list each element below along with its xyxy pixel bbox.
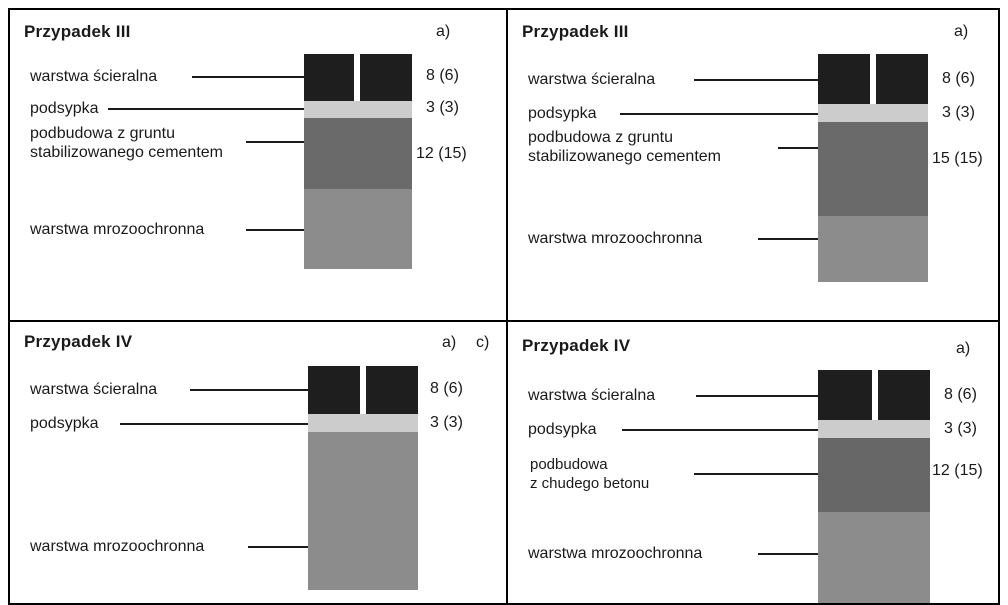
value-wearing-course: 8 (6) [426, 67, 459, 84]
panel-title: Przypadek IV [522, 336, 631, 355]
label-wearing-course: warstwa ścieralna [30, 381, 158, 398]
variant-tag-a: a) [442, 334, 457, 351]
layer-wearing-course-right-block [366, 366, 418, 414]
layer-base-lean-concrete [818, 438, 930, 512]
label-frost-protection: warstwa mrozoochronna [30, 221, 205, 238]
frame-bottom [8, 603, 1000, 605]
leader-wearing-course [192, 76, 304, 78]
layer-frost-protection [308, 432, 418, 590]
value-wearing-course: 8 (6) [942, 70, 975, 87]
value-base: 12 (15) [932, 462, 983, 479]
layer-wearing-course-left-block [818, 370, 872, 420]
leader-frost-protection [248, 546, 308, 548]
panel-case-iv-left: Przypadek IV a) c) warstwa ścieralna pod… [10, 322, 506, 603]
label-bedding: podsypka [528, 421, 597, 438]
leader-bedding [120, 423, 308, 425]
label-frost-protection: warstwa mrozoochronna [528, 545, 703, 562]
variant-tag-a: a) [956, 340, 971, 357]
variant-tag-c: c) [476, 334, 490, 351]
leader-base [778, 147, 818, 149]
value-bedding: 3 (3) [942, 104, 975, 121]
layer-bedding [818, 420, 930, 438]
label-base-line1: podbudowa [530, 456, 608, 473]
frame-divider-vertical [506, 8, 508, 605]
label-base-line2: stabilizowanego cementem [30, 144, 223, 161]
label-bedding: podsypka [30, 100, 99, 117]
leader-frost-protection [758, 238, 818, 240]
layer-wearing-course-left-block [818, 54, 870, 104]
label-base-line1: podbudowa z gruntu [528, 129, 673, 146]
layer-bedding [818, 104, 928, 122]
value-base: 12 (15) [416, 145, 467, 162]
label-bedding: podsypka [30, 415, 99, 432]
label-base-line2: stabilizowanego cementem [528, 148, 721, 165]
label-wearing-course: warstwa ścieralna [528, 387, 656, 404]
frame-left [8, 8, 10, 605]
frame-divider-horizontal [8, 320, 1000, 322]
layer-wearing-course-left-block [308, 366, 360, 414]
frame-right [998, 8, 1000, 605]
frame-top [8, 8, 1000, 10]
panel-case-iii-left: Przypadek III a) warstwa ścieralna podsy… [10, 10, 506, 320]
layer-wearing-course-right-block [878, 370, 930, 420]
panel-title: Przypadek III [522, 22, 629, 41]
label-bedding: podsypka [528, 105, 597, 122]
layer-base-cement [304, 118, 412, 189]
panel-case-iv-right: Przypadek IV a) warstwa ścieralna podsyp… [508, 322, 998, 603]
value-wearing-course: 8 (6) [944, 386, 977, 403]
leader-bedding [108, 108, 304, 110]
layer-wearing-course-right-block [360, 54, 412, 101]
layer-base-cement [818, 122, 928, 216]
label-frost-protection: warstwa mrozoochronna [30, 538, 205, 555]
leader-bedding [622, 429, 818, 431]
leader-wearing-course [190, 389, 308, 391]
variant-tag-a: a) [436, 23, 451, 40]
leader-base [694, 473, 818, 475]
variant-tag-a: a) [954, 23, 969, 40]
panel-title: Przypadek III [24, 22, 131, 41]
label-wearing-course: warstwa ścieralna [30, 68, 158, 85]
value-bedding: 3 (3) [426, 99, 459, 116]
layer-wearing-course-right-block [876, 54, 928, 104]
leader-wearing-course [696, 395, 818, 397]
value-bedding: 3 (3) [430, 414, 463, 431]
label-base-line2: z chudego betonu [530, 475, 650, 492]
leader-bedding [620, 113, 818, 115]
panel-title: Przypadek IV [24, 332, 133, 351]
leader-wearing-course [694, 79, 818, 81]
layer-frost-protection [818, 216, 928, 282]
leader-frost-protection [758, 553, 818, 555]
leader-frost-protection [246, 229, 304, 231]
panel-case-iii-right: Przypadek III a) warstwa ścieralna podsy… [508, 10, 998, 320]
layer-wearing-course-left-block [304, 54, 354, 101]
layer-bedding [308, 414, 418, 432]
value-wearing-course: 8 (6) [430, 380, 463, 397]
leader-base [246, 141, 304, 143]
layer-bedding [304, 101, 412, 118]
layer-frost-protection [818, 512, 930, 603]
value-bedding: 3 (3) [944, 420, 977, 437]
label-wearing-course: warstwa ścieralna [528, 71, 656, 88]
label-base-line1: podbudowa z gruntu [30, 125, 175, 142]
value-base: 15 (15) [932, 150, 983, 167]
layer-frost-protection [304, 189, 412, 269]
label-frost-protection: warstwa mrozoochronna [528, 230, 703, 247]
